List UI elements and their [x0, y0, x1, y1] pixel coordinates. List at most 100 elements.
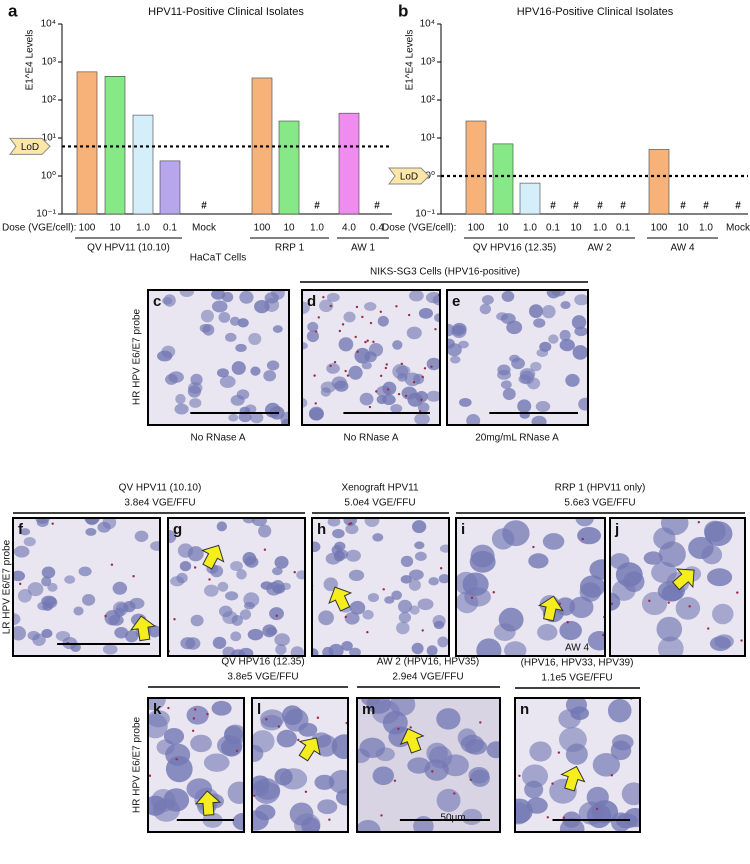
panel-frame: [311, 517, 450, 657]
nucleus: [359, 392, 374, 406]
nucleus: [348, 365, 363, 380]
nucleus: [506, 320, 523, 335]
y-tick-label: 10¹: [421, 133, 436, 144]
panel-frame: [251, 697, 349, 833]
panel-letter: e: [452, 293, 460, 310]
signal-dot: [409, 726, 412, 729]
nucleus: [188, 381, 203, 394]
nucleus: [565, 743, 588, 765]
nucleus: [392, 340, 403, 350]
signal-dot: [110, 563, 114, 566]
panel-frame: [147, 289, 290, 426]
signal-dot: [697, 520, 701, 524]
arrow: [130, 615, 157, 642]
arrow: [537, 595, 564, 622]
nucleus: [577, 526, 602, 545]
micrograph: [13, 518, 160, 656]
nucleus: [367, 592, 380, 603]
probe-label: LR HPV E6/E7 probe: [2, 539, 13, 634]
nucleus: [436, 788, 461, 813]
nucleus: [272, 567, 283, 576]
signal-dot: [329, 364, 332, 368]
nucleus: [269, 607, 284, 621]
below-lod-marker: #: [201, 201, 207, 212]
nucleus: [134, 530, 149, 542]
nucleus: [223, 725, 243, 744]
signal-dot: [610, 774, 614, 777]
nucleus: [559, 329, 571, 341]
micrograph: [148, 698, 244, 832]
micrograph: [312, 518, 449, 656]
nucleus: [400, 555, 414, 567]
nucleus: [407, 392, 423, 407]
dose-label: Dose (VGE/cell):: [2, 223, 76, 234]
nucleus: [243, 601, 255, 610]
y-axis-label: E1^E4 Levels: [405, 30, 416, 91]
nucleus: [612, 734, 634, 751]
arrow: [298, 737, 321, 762]
nucleus: [498, 607, 524, 632]
nucleus: [714, 634, 734, 649]
nucleus: [216, 368, 229, 378]
signal-dot: [356, 350, 359, 353]
signal-dot: [346, 374, 350, 377]
nucleus: [294, 813, 321, 832]
panel-letter: a: [8, 1, 18, 20]
signal-dot: [562, 816, 566, 819]
panel-letter: i: [461, 521, 465, 538]
nucleus: [116, 602, 129, 613]
nucleus: [247, 628, 264, 641]
nucleus: [411, 642, 424, 655]
nucleus: [345, 523, 359, 535]
signal-dot: [191, 729, 195, 733]
signal-dot: [379, 310, 383, 314]
nucleus: [290, 646, 304, 656]
nucleus: [252, 744, 264, 762]
nucleus: [129, 597, 145, 610]
x-tick-label: 0.1: [616, 223, 630, 234]
nucleus: [504, 641, 527, 656]
y-tick-label: 10³: [42, 57, 57, 68]
signal-dot: [469, 778, 472, 782]
nucleus: [578, 397, 588, 411]
panel-letter: g: [173, 521, 182, 538]
nucleus: [217, 581, 229, 592]
nucleus: [587, 630, 605, 651]
signal-dot: [275, 614, 278, 617]
nucleus: [529, 741, 552, 762]
signal-dot: [366, 339, 369, 342]
micrograph: [447, 290, 588, 425]
panel-header: AW 2 (HPV16, HPV35): [377, 657, 479, 668]
nucleus: [17, 589, 32, 603]
nucleus: [411, 520, 427, 534]
nucleus: [41, 566, 56, 579]
signal-dot: [333, 360, 337, 364]
micrograph: [168, 518, 305, 656]
nucleus: [148, 795, 167, 816]
nucleus: [572, 345, 588, 360]
nucleus: [190, 734, 212, 753]
nucleus: [23, 536, 36, 547]
panel-frame: [455, 517, 606, 657]
nucleus: [359, 737, 386, 758]
nucleus: [41, 576, 52, 587]
nucleus: [517, 399, 532, 414]
nucleus: [211, 290, 226, 300]
signal-dot: [557, 751, 561, 754]
nucleus: [296, 570, 305, 580]
nucleus: [565, 373, 580, 387]
nucleus: [97, 521, 111, 533]
nucleus: [307, 321, 319, 332]
nucleus: [486, 741, 500, 759]
micrograph: [357, 698, 500, 832]
nucleus: [541, 305, 556, 319]
signal-dot: [385, 363, 388, 366]
nucleus: [47, 582, 58, 592]
nucleus: [451, 325, 465, 337]
nucleus: [456, 591, 479, 614]
nucleus: [281, 705, 303, 726]
nucleus: [302, 342, 308, 350]
nucleus: [390, 404, 403, 413]
panel-header: HaCaT Cells: [190, 253, 247, 264]
nucleus: [236, 569, 247, 580]
